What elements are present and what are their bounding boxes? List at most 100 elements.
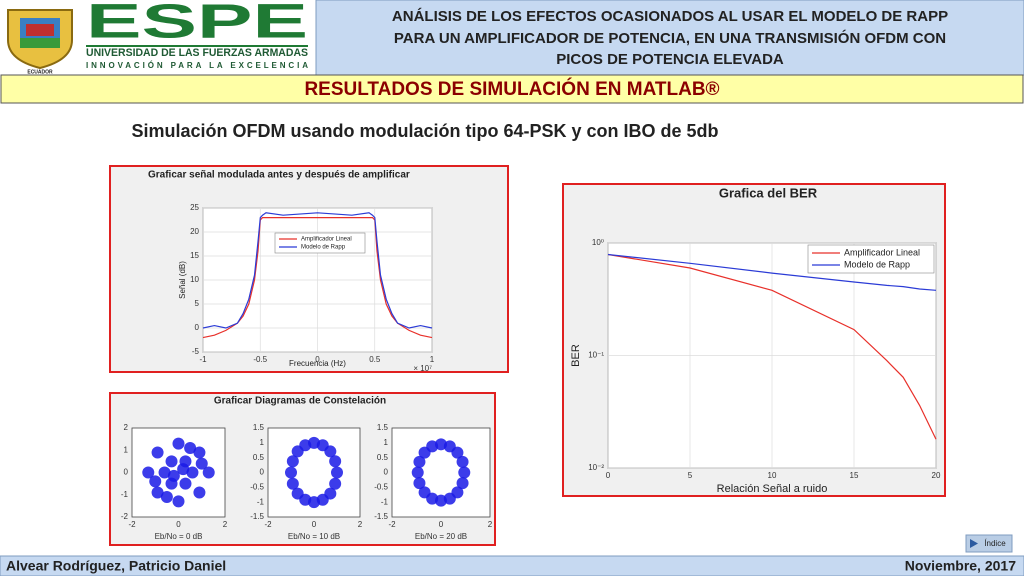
nav-arrow (970, 539, 978, 548)
footer-date: Noviembre, 2017 (905, 558, 1016, 574)
y-tick-label: -0.5 (374, 482, 388, 491)
header-line: ANÁLISIS DE LOS EFECTOS OCASIONADOS AL U… (392, 8, 948, 25)
point (165, 455, 178, 468)
x-axis-label: Eb/No = 0 dB (155, 532, 203, 541)
point (160, 490, 173, 503)
y-tick-label: -1 (381, 497, 389, 506)
point (172, 495, 185, 508)
y-tick-label: 20 (190, 227, 199, 236)
y-tick-label: 5 (195, 299, 200, 308)
y-tick-label: -1 (257, 497, 265, 506)
x-tick-label: -2 (264, 520, 272, 529)
y-tick-label: -1.5 (250, 512, 264, 521)
header-line: PARA UN AMPLIFICADOR DE POTENCIA, EN UNA… (394, 29, 946, 47)
x-tick-label: 15 (850, 471, 859, 480)
x-tick-label: -1 (199, 355, 207, 364)
x-axis-label: Eb/No = 20 dB (415, 532, 467, 541)
x-tick-label: -0.5 (253, 355, 267, 364)
point (291, 445, 304, 458)
y-tick-label: 2 (124, 423, 129, 432)
x-tick-label: 0 (312, 520, 317, 529)
nav-label[interactable]: Índice (984, 539, 1006, 548)
point (329, 455, 342, 468)
x-tick-label: 2 (223, 520, 228, 529)
y-tick-label: -1.5 (374, 512, 388, 521)
chart-title: Grafica del BER (719, 185, 818, 200)
chart-title: Graficar señal modulada antes y después … (148, 170, 410, 181)
y-tick-label: 0 (260, 468, 265, 477)
point (151, 486, 164, 499)
legend-label: Amplificador Lineal (301, 237, 352, 243)
y-tick-label: -5 (192, 347, 200, 356)
point (324, 487, 337, 500)
x-tick-label: 0 (606, 471, 611, 480)
x-axis-label: Frecuencia (Hz) (289, 359, 346, 368)
point (179, 477, 192, 490)
series-line (202, 212, 433, 329)
point (286, 477, 299, 490)
legend-box (807, 244, 935, 274)
x-tick-label: 1 (430, 355, 435, 364)
y-tick-label: 1 (124, 445, 129, 454)
logo-rule (86, 45, 308, 47)
crest (7, 9, 73, 70)
x-axis-label: Eb/No = 10 dB (288, 532, 340, 541)
y-tick-label: 10⁻¹ (588, 351, 604, 360)
y-tick-label: 1.5 (377, 423, 389, 432)
point (149, 475, 162, 488)
y-tick-label: 1.5 (253, 423, 265, 432)
header-box (315, 0, 1024, 76)
y-tick-label: 0 (384, 468, 389, 477)
point (142, 466, 155, 479)
x-tick-label: 10 (768, 471, 777, 480)
nav-button[interactable] (965, 534, 1013, 553)
legend-label: Modelo de Rapp (301, 245, 346, 251)
series-line (607, 253, 937, 440)
point (285, 466, 297, 479)
crest-label: ECUADOR (27, 69, 53, 75)
y-tick-label: 0.5 (377, 453, 389, 462)
y-tick-label: -2 (121, 512, 129, 521)
x-tick-label: -2 (388, 520, 396, 529)
y-tick-label: -0.5 (250, 482, 264, 491)
y-tick-label: 1 (260, 438, 265, 447)
x-tick-label: -2 (128, 520, 136, 529)
x-multiplier: × 10⁷ (413, 364, 432, 373)
point (158, 466, 171, 479)
x-tick-label: 2 (358, 520, 363, 529)
point (195, 457, 208, 470)
point (411, 466, 424, 479)
point (286, 455, 299, 468)
banner-box (0, 74, 1024, 104)
point (456, 477, 469, 490)
logo-motto: INNOVACIÓN PARA LA EXCELENCIA (86, 61, 308, 70)
x-tick-label: 0 (176, 520, 181, 529)
y-tick-label: 25 (190, 203, 199, 212)
y-tick-label: -1 (121, 490, 129, 499)
y-tick-label: 10 (190, 275, 199, 284)
point (177, 463, 190, 476)
point (456, 455, 469, 468)
logo-name: ESPE (86, 0, 308, 49)
banner: RESULTADOS DE SIMULACIÓN EN MATLAB® (304, 78, 719, 100)
point (331, 466, 343, 479)
x-tick-label: 20 (932, 471, 941, 480)
point (186, 466, 199, 479)
point (172, 437, 185, 450)
point (193, 446, 206, 459)
point (202, 466, 215, 479)
y-tick-label: 0 (195, 323, 200, 332)
y-tick-label: 15 (190, 251, 199, 260)
point (451, 486, 464, 499)
series-line (607, 253, 937, 291)
point (329, 477, 342, 490)
point (193, 486, 206, 499)
y-axis-label: Señal (dB) (178, 261, 187, 299)
point (413, 455, 426, 468)
x-tick-label: 0 (439, 520, 444, 529)
x-tick-label: 2 (488, 520, 493, 529)
x-axis-label: Relación Señal a ruido (717, 483, 828, 495)
y-tick-label: 0 (124, 468, 129, 477)
logo-university: UNIVERSIDAD DE LAS FUERZAS ARMADAS (86, 47, 308, 59)
